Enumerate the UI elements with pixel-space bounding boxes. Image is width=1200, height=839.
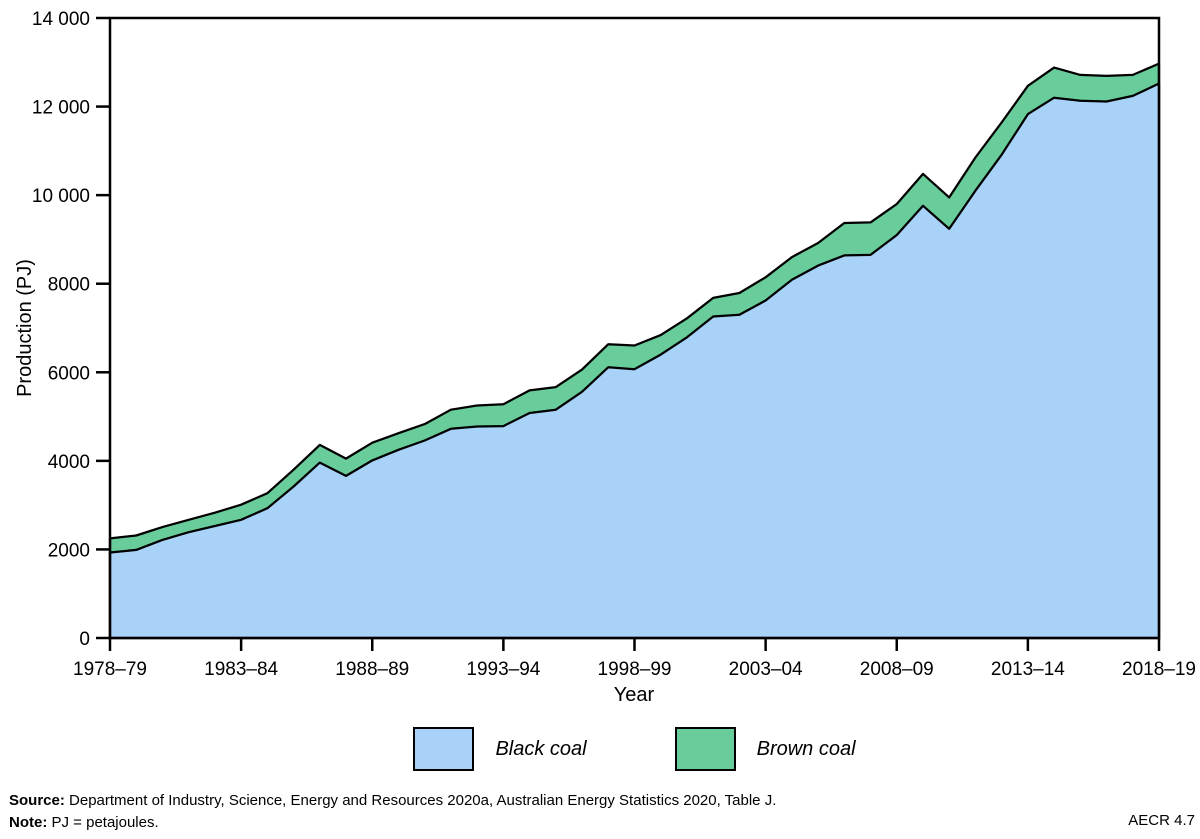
legend-item-black-coal: Black coal bbox=[413, 727, 587, 771]
y-tick-label: 12 000 bbox=[32, 98, 90, 119]
x-axis-title: Year bbox=[614, 684, 655, 706]
legend: Black coal Brown coal bbox=[110, 727, 1159, 771]
x-tick-label: 2018–19 bbox=[1122, 659, 1196, 680]
y-tick-label: 0 bbox=[79, 629, 90, 650]
note-line: Note: PJ = petajoules. bbox=[9, 812, 776, 834]
black-coal-legend-label: Black coal bbox=[495, 737, 587, 760]
x-tick-label: 1983–84 bbox=[204, 659, 278, 680]
x-tick-label: 1998–99 bbox=[598, 659, 672, 680]
y-tick-label: 8000 bbox=[48, 275, 90, 296]
x-tick-label: 2003–04 bbox=[729, 659, 803, 680]
area-series-group bbox=[108, 62, 1161, 640]
black-coal-swatch bbox=[413, 727, 475, 771]
x-tick-label: 1988–89 bbox=[335, 659, 409, 680]
y-tick-label: 2000 bbox=[48, 540, 90, 561]
legend-item-brown-coal: Brown coal bbox=[674, 727, 856, 771]
figure-ref-badge: AECR 4.7 bbox=[1128, 812, 1195, 829]
brown-coal-legend-label: Brown coal bbox=[756, 737, 856, 760]
y-tick-label: 4000 bbox=[48, 452, 90, 473]
note-text: PJ = petajoules. bbox=[47, 813, 159, 831]
x-tick-label: 1978–79 bbox=[73, 659, 147, 680]
y-tick-label: 6000 bbox=[48, 363, 90, 384]
x-tick-label: 2013–14 bbox=[991, 659, 1065, 680]
source-prefix: Source: bbox=[9, 792, 65, 809]
y-tick-label: 10 000 bbox=[32, 186, 90, 207]
axis-ticks-group: 0 2000 4000 6000 8000 10 000 12 000 14 000 1978–… bbox=[32, 9, 1196, 680]
source-text: Department of Industry, Science, Energy … bbox=[64, 792, 777, 809]
brown-coal-swatch bbox=[674, 727, 736, 771]
note-prefix: Note: bbox=[9, 813, 48, 831]
y-axis-title: Production (PJ) bbox=[14, 259, 36, 397]
source-line: Source: Department of Industry, Science,… bbox=[9, 790, 776, 812]
y-tick-label: 14 000 bbox=[32, 9, 90, 30]
x-tick-label: 2008–09 bbox=[860, 659, 934, 680]
footer: Source: Department of Industry, Science,… bbox=[9, 790, 776, 833]
black-coal-area bbox=[108, 82, 1161, 640]
x-tick-label: 1993–94 bbox=[466, 659, 540, 680]
